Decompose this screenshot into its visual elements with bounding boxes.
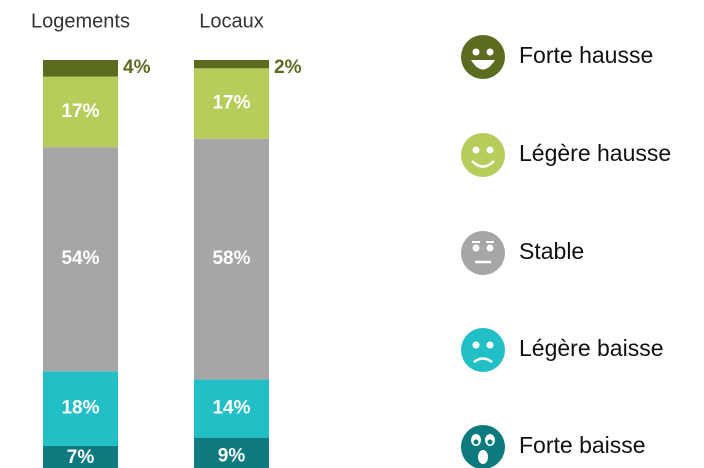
legend-label: Légère baisse [519,335,664,361]
eye [472,244,480,252]
legend-label: Forte hausse [519,42,653,68]
value-label: 14% [212,398,250,419]
bar-segment [194,138,269,380]
eye [486,244,494,252]
mouth [478,450,488,464]
bar-segment [194,379,269,438]
legend-icon [461,35,505,79]
legend-label: Stable [519,238,584,264]
eye [472,146,480,154]
legend-item: Forte hausse [461,35,653,79]
legend-icon [461,425,505,468]
legend-icon [461,133,505,177]
value-label: 7% [67,447,95,468]
bar-segment [194,60,269,69]
value-label: 17% [212,93,250,114]
value-label: 2% [274,57,302,78]
eye [472,48,480,56]
legend-item: Stable [461,231,584,275]
eye [486,146,494,154]
bar-segment [43,60,118,77]
bar-segment [43,147,118,372]
eye [472,341,480,349]
bar-segment [43,445,118,468]
category-label: Logements [31,10,130,32]
legend-item: Légère baisse [461,328,664,372]
legend-label: Forte baisse [519,432,646,458]
legend-item: Légère hausse [461,133,671,177]
pupil [487,439,493,445]
pupil [473,439,479,445]
eye [486,341,494,349]
value-label: 9% [218,445,246,466]
legend-item: Forte baisse [461,425,646,468]
mouth [471,160,495,168]
legend-icon [461,328,505,372]
bar-segment [194,437,269,468]
legend-icon [461,231,505,275]
bar-segment [43,76,118,148]
bar-segment [194,68,269,139]
value-label: 18% [61,398,99,419]
legend-label: Légère hausse [519,140,671,166]
value-label: 58% [212,248,250,269]
value-label: 17% [61,101,99,122]
eye [486,48,494,56]
mouth [471,60,495,70]
mouth [473,357,493,364]
category-label: Locaux [199,10,264,32]
bar-segment [43,371,118,446]
value-label: 54% [61,248,99,269]
value-label: 4% [123,57,151,78]
